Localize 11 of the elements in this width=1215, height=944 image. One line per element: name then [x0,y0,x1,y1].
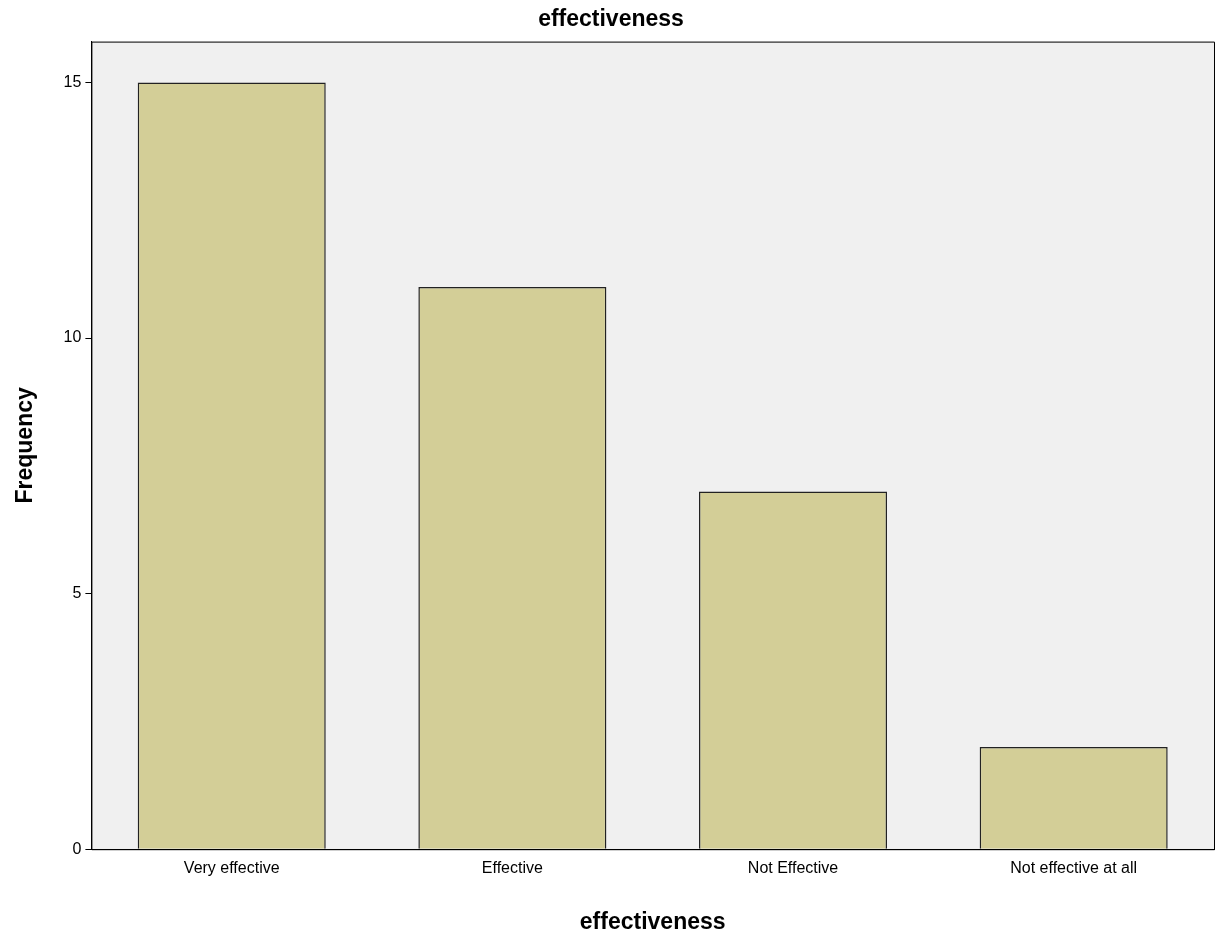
x-tick-label: Not Effective [747,859,839,877]
y-tick-label: 0 [72,839,82,857]
y-tick-label: 5 [72,584,82,602]
chart-title: effectiveness [538,5,684,32]
x-tick-label: Effective [481,859,544,877]
x-tick-label: Very effective [183,859,280,877]
y-axis-title: Frequency [11,387,38,504]
y-tick-label: 10 [63,328,82,346]
y-tick-label: 15 [63,72,82,90]
x-tick-label: Not effective at all [1010,859,1138,877]
x-axis-title: effectiveness [579,907,726,934]
